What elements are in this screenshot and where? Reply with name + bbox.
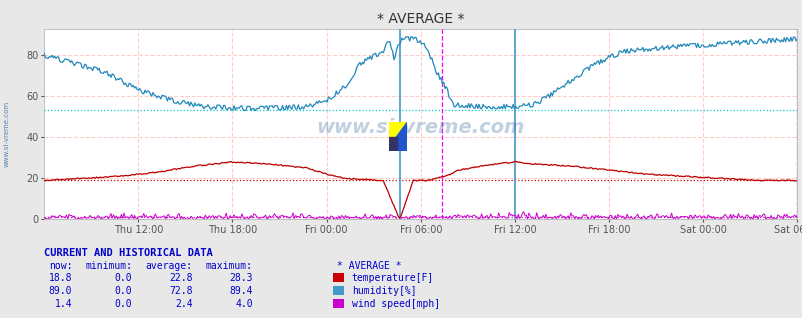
Text: 4.0: 4.0 [235,299,253,309]
Text: 89.0: 89.0 [49,286,72,296]
Polygon shape [396,122,407,151]
Text: www.si-vreme.com: www.si-vreme.com [3,100,10,167]
Text: wind speed[mph]: wind speed[mph] [351,299,439,309]
Text: 0.0: 0.0 [115,286,132,296]
Text: 0.0: 0.0 [115,299,132,309]
Polygon shape [389,137,396,151]
Text: 18.8: 18.8 [49,273,72,283]
Text: 28.3: 28.3 [229,273,253,283]
Text: 89.4: 89.4 [229,286,253,296]
Text: 2.4: 2.4 [175,299,192,309]
Text: average:: average: [145,261,192,271]
Text: 72.8: 72.8 [169,286,192,296]
Text: maximum:: maximum: [205,261,253,271]
Text: now:: now: [49,261,72,271]
Text: 22.8: 22.8 [169,273,192,283]
Text: www.si-vreme.com: www.si-vreme.com [316,118,525,137]
Title: * AVERAGE *: * AVERAGE * [377,12,464,26]
Text: humidity[%]: humidity[%] [351,286,415,296]
Text: CURRENT AND HISTORICAL DATA: CURRENT AND HISTORICAL DATA [44,248,213,258]
Text: minimum:: minimum: [85,261,132,271]
Text: * AVERAGE *: * AVERAGE * [337,261,401,271]
Text: temperature[F]: temperature[F] [351,273,433,283]
Text: 1.4: 1.4 [55,299,72,309]
Text: 0.0: 0.0 [115,273,132,283]
